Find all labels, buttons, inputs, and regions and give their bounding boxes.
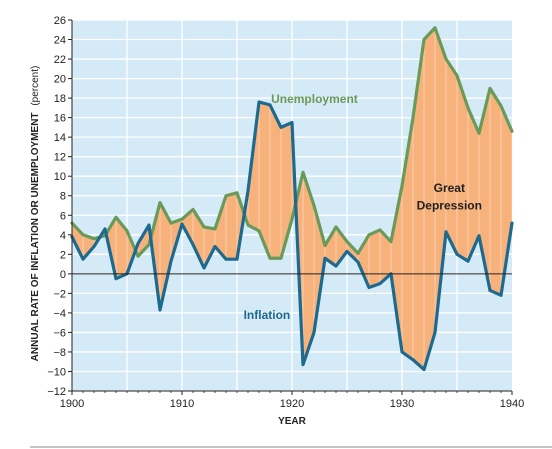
x-tick-label: 1910 [170,398,194,410]
y-tick-label: 22 [54,54,66,66]
labels: ANNUAL RATE OF INFLATION OR UNEMPLOYMENT… [30,66,482,427]
x-tick-label: 1900 [60,398,84,410]
y-tick-label: −12 [47,386,66,398]
y-axis-title: ANNUAL RATE OF INFLATION OR UNEMPLOYMENT… [30,66,41,362]
y-tick-label: 20 [54,74,66,86]
axes: 26242220181614121086420−2−4−6−8−10−12190… [47,15,524,410]
y-tick-label: 14 [54,132,66,144]
y-tick-label: 10 [54,171,66,183]
y-tick-label: −6 [53,327,66,339]
x-tick-label: 1930 [390,398,414,410]
great-depression-annotation-line2: Depression [417,198,482,212]
unemployment-line [70,26,514,260]
y-axis-title-main: ANNUAL RATE OF INFLATION OR UNEMPLOYMENT [30,112,41,361]
x-tick-label: 1920 [280,398,304,410]
y-tick-label: −8 [53,347,66,359]
x-tick-label: 1940 [500,398,524,410]
y-tick-label: 16 [54,113,66,125]
y-tick-label: −4 [53,308,66,320]
y-tick-label: 26 [54,15,66,27]
y-tick-label: 8 [60,191,66,203]
unemployment-series-label: Unemployment [271,92,358,106]
inflation-series-label: Inflation [244,308,291,322]
y-tick-label: 0 [60,269,66,281]
y-tick-label: 18 [54,93,66,105]
y-tick-label: 6 [60,210,66,222]
y-tick-label: 4 [60,230,66,242]
y-tick-label: −2 [53,288,66,300]
y-axis-title-unit: (percent) [30,66,41,106]
y-tick-label: 2 [60,249,66,261]
y-tick-label: 12 [54,152,66,164]
y-tick-label: 24 [54,35,66,47]
y-tick-label: −10 [47,366,66,378]
great-depression-annotation-line1: Great [434,181,465,195]
inflation-line [70,100,514,372]
series-lines [70,26,514,372]
x-axis-title: YEAR [278,416,307,427]
